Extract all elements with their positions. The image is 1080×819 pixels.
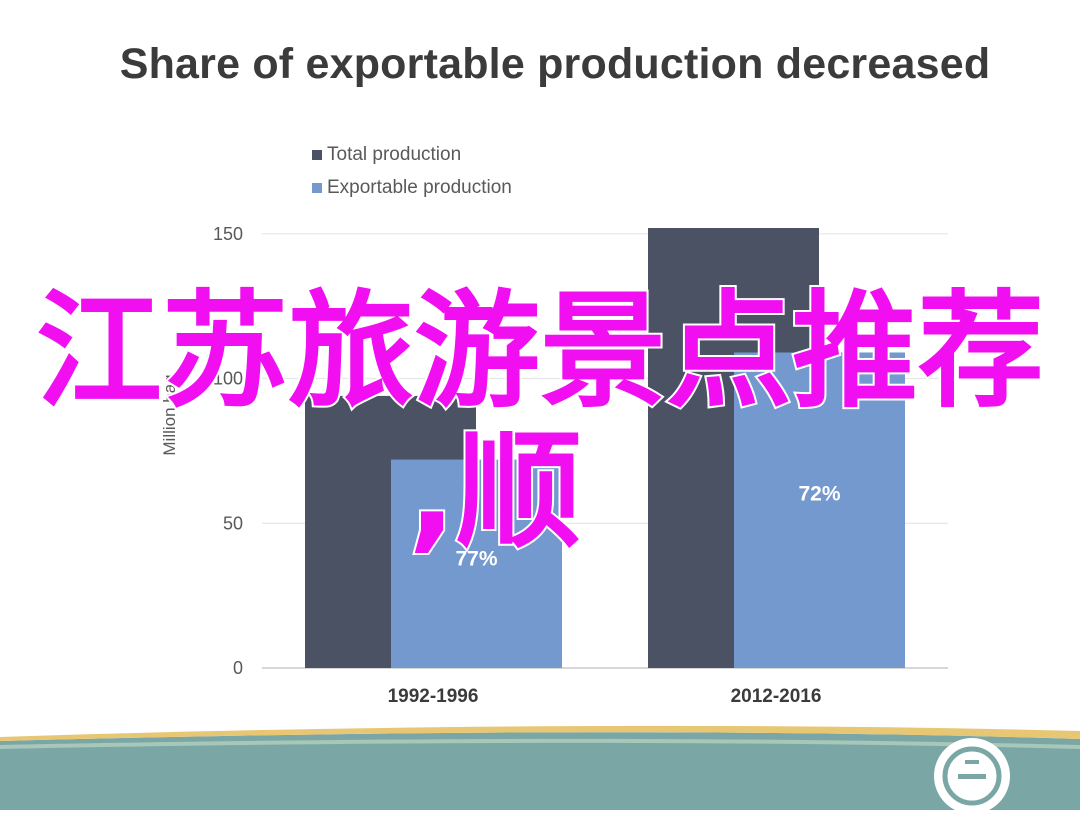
x-tick-label: 2012-2016 <box>731 686 822 707</box>
x-axis-ticks: 1992-1996 2012-2016 <box>388 686 822 707</box>
legend: Total production Exportable production <box>312 144 512 198</box>
data-labels: 77% 72% <box>455 482 840 570</box>
bar-exportable-1 <box>391 459 562 668</box>
legend-swatch <box>312 150 322 160</box>
x-tick-label: 1992-1996 <box>388 686 479 707</box>
legend-label: Exportable production <box>327 177 512 198</box>
y-tick-label: 0 <box>233 658 243 678</box>
y-axis-ticks: 0 50 100 150 <box>213 224 243 678</box>
legend-swatch <box>312 183 322 193</box>
chart-title: Share of exportable production decreased <box>119 40 991 88</box>
y-tick-label: 50 <box>223 513 243 533</box>
footer-band <box>0 725 1080 810</box>
y-axis-label: Million bag <box>160 374 179 455</box>
legend-label: Total production <box>327 144 461 165</box>
y-tick-label: 100 <box>213 369 243 389</box>
data-label: 72% <box>798 482 840 505</box>
bars <box>305 228 905 668</box>
ico-logo-icon <box>934 738 1010 814</box>
data-label: 77% <box>455 548 497 571</box>
bar-exportable-2 <box>734 352 905 668</box>
y-tick-label: 150 <box>213 224 243 244</box>
